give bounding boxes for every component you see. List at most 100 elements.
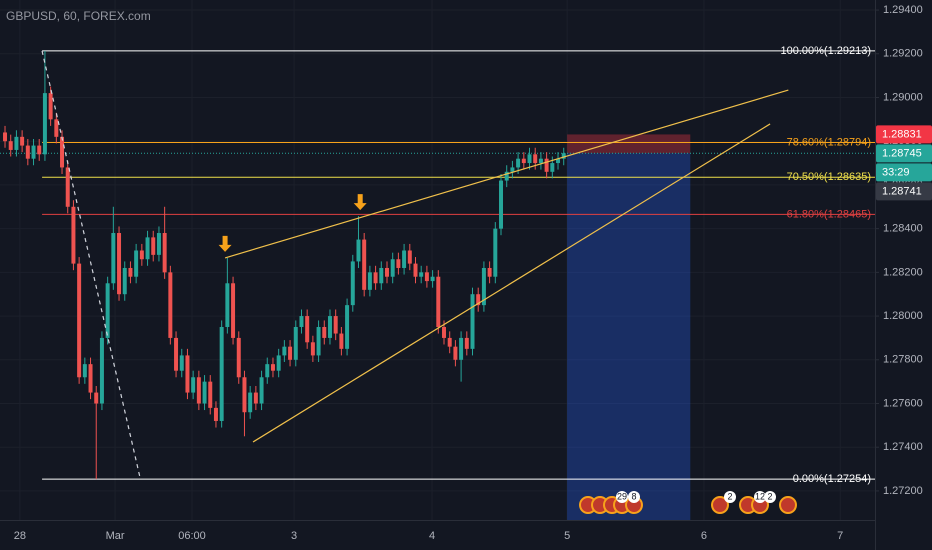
- candle-body: [213, 407, 218, 421]
- candle-body: [208, 381, 213, 408]
- candle-body: [231, 283, 236, 338]
- fib-label: 78.60%(1.28794): [787, 136, 871, 148]
- y-tick-label: 1.29000: [883, 91, 923, 103]
- candle-body: [8, 141, 13, 150]
- fib-label: 100.00%(1.29213): [780, 45, 871, 57]
- price-tag-label: 1.28745: [882, 147, 922, 159]
- trendline: [41, 50, 141, 479]
- event-count-bg: [754, 491, 766, 503]
- x-tick-label: 7: [837, 530, 843, 542]
- x-tick-label: 28: [14, 530, 26, 542]
- candle-body: [396, 259, 401, 268]
- candle-body: [134, 250, 139, 277]
- candle-body: [504, 171, 509, 181]
- candle-body: [25, 145, 30, 159]
- candle-body: [407, 250, 412, 264]
- candle-body: [316, 326, 321, 356]
- fib-label: 70.50%(1.28635): [787, 171, 871, 183]
- event-count-bg: [764, 491, 776, 503]
- price-tag: [876, 125, 932, 144]
- candle-body: [533, 154, 538, 164]
- candle-body: [379, 267, 384, 284]
- event-count: 2: [767, 491, 772, 501]
- event-count-bg: [616, 491, 628, 503]
- candle-body: [88, 364, 93, 393]
- candle-body: [373, 272, 378, 284]
- candle-body: [476, 294, 481, 306]
- fib-label: 61.80%(1.28465): [787, 208, 871, 220]
- candle-body: [117, 233, 122, 295]
- candle-body: [442, 326, 446, 338]
- candle-body: [94, 392, 99, 404]
- candle-body: [48, 93, 53, 120]
- candle-body: [516, 158, 521, 168]
- candle-body: [225, 283, 230, 327]
- candle-body: [65, 167, 70, 207]
- candle-body: [459, 337, 464, 360]
- trendline: [252, 123, 771, 443]
- candle-body: [561, 153, 566, 159]
- candle-body: [259, 377, 264, 404]
- candle-body: [310, 342, 315, 356]
- candle-body: [384, 267, 389, 277]
- candle-body: [60, 136, 65, 168]
- x-tick-label: 6: [701, 530, 707, 542]
- y-tick-label: 1.28200: [883, 266, 923, 278]
- candle-body: [521, 158, 526, 164]
- candle-body: [322, 326, 327, 338]
- trendline: [224, 89, 789, 259]
- candle-body: [436, 276, 441, 327]
- price-tag-label: 1.28831: [882, 128, 922, 140]
- event-count: 8: [631, 491, 636, 501]
- candle-body: [265, 364, 270, 378]
- candle-body: [282, 346, 287, 356]
- candle-body: [499, 180, 504, 229]
- candle-body: [236, 337, 241, 378]
- candle-body: [14, 136, 19, 150]
- candle-body: [447, 337, 452, 347]
- candle-body: [191, 377, 196, 393]
- annotation-arrow: [353, 194, 367, 211]
- candle-body: [145, 237, 150, 260]
- x-tick-label: 06:00: [178, 530, 206, 542]
- candle-body: [362, 239, 367, 290]
- candle-body: [327, 316, 332, 338]
- x-tick-label: 5: [564, 530, 570, 542]
- candle-body: [299, 316, 304, 327]
- y-tick-label: 1.29200: [883, 48, 923, 60]
- x-tick-label: 4: [429, 530, 435, 542]
- candle-body: [339, 333, 344, 349]
- candle-body: [105, 283, 110, 338]
- candle-body: [242, 377, 247, 413]
- candle-body: [333, 316, 338, 334]
- candle-body: [487, 267, 492, 277]
- candle-body: [168, 272, 173, 338]
- candle-body: [402, 250, 407, 268]
- candle-body: [305, 316, 310, 343]
- price-tag: [876, 182, 932, 201]
- candle-body: [413, 263, 418, 277]
- candle-body: [544, 158, 549, 172]
- y-tick-label: 1.27800: [883, 354, 923, 366]
- candle-body: [151, 237, 156, 255]
- candle-body: [550, 163, 555, 172]
- x-tick-label: Mar: [106, 530, 125, 542]
- candle-body: [430, 276, 435, 282]
- candle-body: [3, 132, 8, 142]
- candle-body: [419, 272, 424, 277]
- candle-body: [202, 381, 207, 404]
- candle-body: [453, 346, 458, 360]
- candle-body: [390, 259, 395, 277]
- candle-body: [481, 267, 486, 306]
- candle-body: [270, 364, 275, 371]
- candle-body: [556, 158, 561, 164]
- candle-body: [367, 272, 372, 290]
- candle-body: [156, 233, 161, 255]
- candle-body: [356, 239, 361, 262]
- candle-body: [470, 294, 475, 349]
- candle-body: [510, 167, 515, 172]
- candle-body: [82, 364, 87, 378]
- candle-body: [71, 206, 76, 264]
